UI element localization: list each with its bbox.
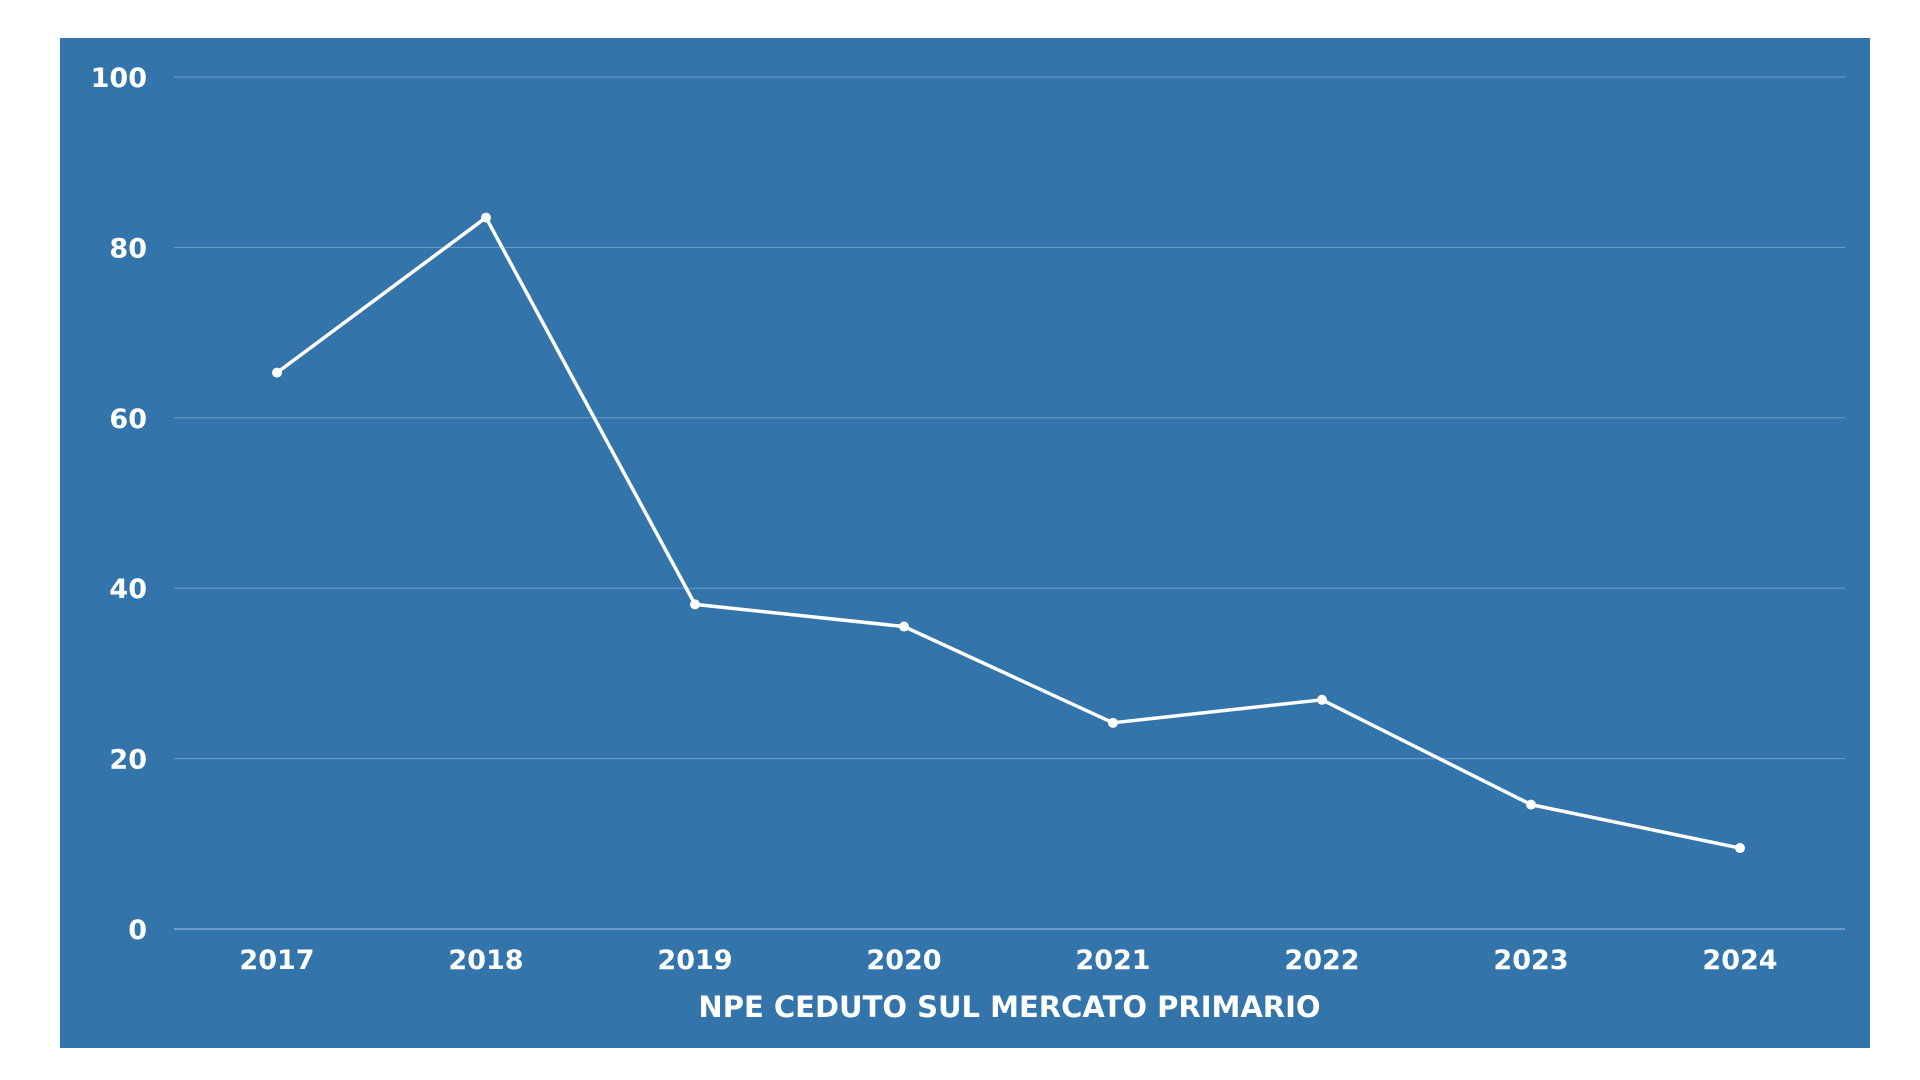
chart-panel (60, 38, 1870, 1048)
x-tick-label: 2024 (1702, 945, 1777, 976)
x-tick-labels: 2017 2018 2019 2020 2021 2022 2023 2024 (239, 945, 1777, 976)
x-tick-label: 2019 (657, 945, 732, 976)
y-tick-label: 20 (109, 745, 147, 776)
y-tick-label: 40 (109, 574, 147, 605)
data-point (690, 599, 700, 610)
gridlines (174, 76, 1845, 930)
x-tick-label: 2020 (866, 945, 941, 976)
data-point (481, 212, 491, 223)
x-tick-label: 2023 (1493, 945, 1568, 976)
data-point (1526, 799, 1536, 810)
data-point (272, 367, 282, 378)
y-tick-label: 60 (109, 404, 147, 435)
y-tick-labels: 0 20 40 60 80 100 (91, 63, 147, 946)
y-tick-label: 0 (128, 915, 147, 946)
data-point (1317, 694, 1327, 705)
x-tick-label: 2017 (239, 945, 314, 976)
x-tick-label: 2022 (1284, 945, 1359, 976)
data-point (1108, 717, 1118, 728)
x-tick-label: 2018 (448, 945, 523, 976)
data-point (899, 621, 909, 632)
y-tick-label: 80 (109, 233, 147, 264)
series (272, 212, 1745, 854)
data-point (1735, 843, 1745, 854)
x-tick-label: 2021 (1075, 945, 1150, 976)
series-line (275, 215, 1741, 850)
y-tick-label: 100 (91, 63, 147, 94)
x-axis-title: NPE CEDUTO SUL MERCATO PRIMARIO (698, 990, 1320, 1024)
